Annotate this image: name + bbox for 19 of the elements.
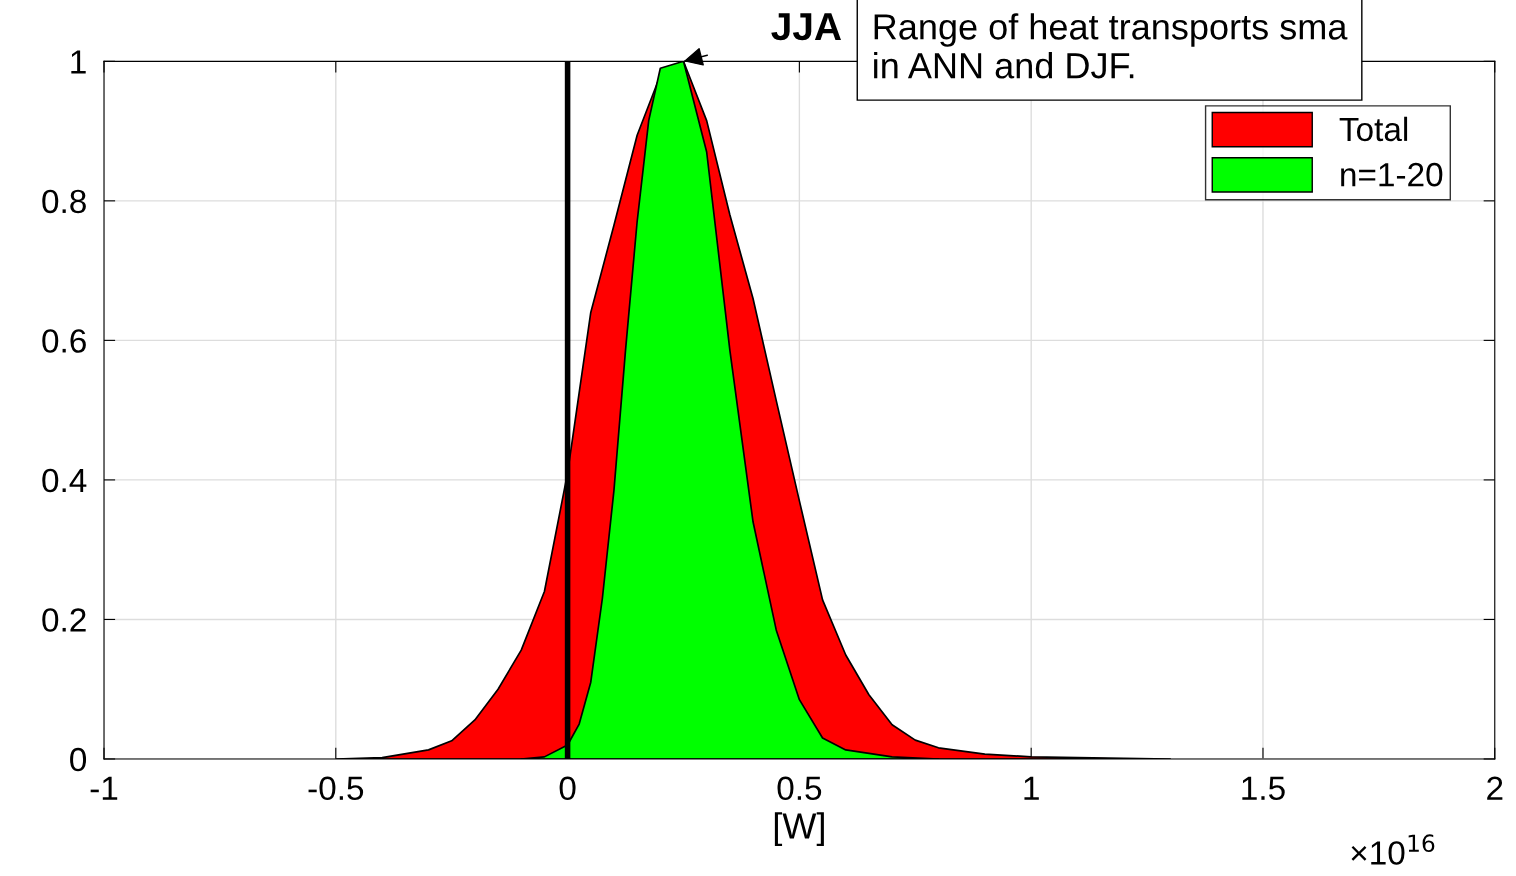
legend-label: Total bbox=[1339, 116, 1408, 142]
y-tick-label: 0.2 bbox=[42, 608, 86, 632]
text: ×10$^{16}$ bbox=[1351, 834, 1435, 865]
x-tick-label: 2 bbox=[1487, 776, 1503, 800]
y-tick-label: 0.4 bbox=[42, 468, 87, 493]
annotation: JJA bbox=[771, 13, 841, 41]
x-tick-label: 1.5 bbox=[1242, 776, 1285, 801]
annotation: Range of heat transports sma in ANN and DJF. bbox=[874, 13, 1348, 79]
y-tick-label: 0.8 bbox=[42, 189, 86, 214]
x-tick-label: 0 bbox=[559, 776, 576, 801]
y-tick-label: 1 bbox=[71, 50, 86, 74]
x-tick-label: 0.5 bbox=[777, 776, 822, 801]
x-axis-title: [W] bbox=[774, 812, 824, 846]
legend-label: n=1-20 bbox=[1341, 162, 1443, 187]
x-tick-label: -0.5 bbox=[308, 776, 364, 801]
x-tick-label: 1 bbox=[1024, 776, 1039, 800]
x-tick-label: -1 bbox=[90, 776, 118, 800]
y-tick-label: 0.6 bbox=[42, 329, 86, 353]
y-tick-label: 0 bbox=[70, 747, 87, 772]
